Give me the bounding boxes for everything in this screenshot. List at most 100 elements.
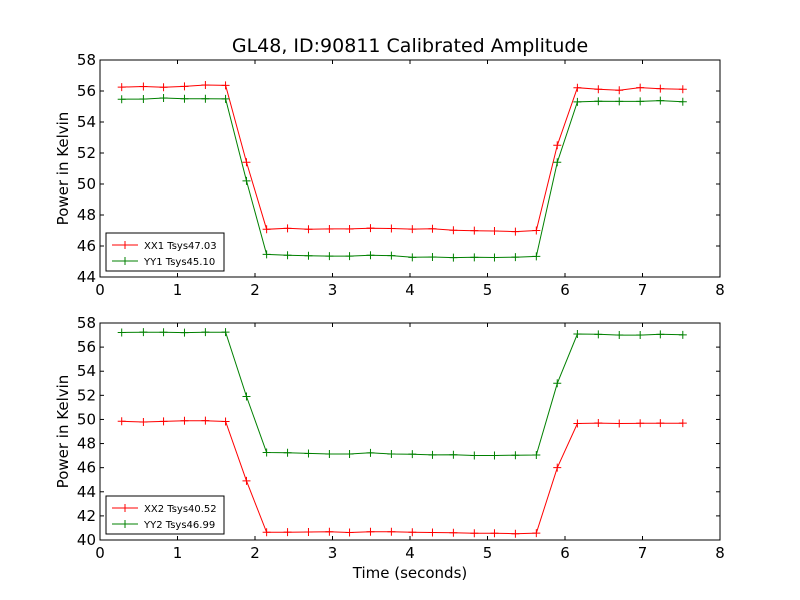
data-point — [553, 158, 562, 167]
data-point — [428, 253, 437, 262]
x-tick-label: 6 — [560, 281, 570, 299]
series-line — [121, 420, 683, 535]
data-point — [678, 419, 687, 428]
data-point — [490, 451, 499, 460]
data-point — [656, 96, 665, 105]
y-tick-label: 48 — [77, 206, 96, 224]
data-point — [553, 141, 562, 150]
data-point — [221, 328, 230, 337]
data-point — [325, 527, 334, 536]
data-point — [283, 251, 292, 260]
data-point — [387, 224, 396, 233]
x-tick-label: 7 — [638, 281, 648, 299]
x-tick-label: 1 — [173, 544, 183, 562]
data-point — [678, 330, 687, 339]
data-point — [221, 81, 230, 90]
data-point — [180, 416, 189, 425]
data-point — [532, 226, 541, 235]
y-tick-label: 54 — [77, 113, 96, 131]
data-point — [139, 82, 148, 91]
data-point — [449, 226, 458, 235]
data-point — [490, 529, 499, 538]
data-point — [387, 527, 396, 536]
data-point — [180, 328, 189, 337]
data-point — [532, 252, 541, 261]
legend-marker — [121, 241, 129, 249]
data-point — [449, 253, 458, 262]
data-point — [180, 94, 189, 103]
data-point — [262, 448, 271, 457]
data-point — [242, 392, 251, 401]
data-point — [636, 331, 645, 340]
data-point — [345, 528, 354, 537]
x-tick-label: 0 — [95, 281, 105, 299]
data-point — [656, 330, 665, 339]
y-tick-label: 52 — [77, 144, 96, 162]
y-tick-label: 50 — [77, 410, 96, 428]
data-point — [201, 80, 210, 89]
y-tick-label: 48 — [77, 435, 96, 453]
data-point — [678, 85, 687, 94]
legend-label: XX1 Tsys47.03 — [144, 241, 217, 252]
series-line — [121, 97, 683, 259]
x-tick-label: 2 — [250, 281, 260, 299]
legend-box — [105, 495, 225, 535]
y-tick-label: 44 — [77, 268, 96, 286]
x-tick-label: 1 — [173, 281, 183, 299]
data-point — [636, 83, 645, 92]
legend-label: YY2 Tsys46.99 — [143, 520, 215, 531]
data-point — [656, 84, 665, 93]
data-point — [262, 225, 271, 234]
data-point — [449, 450, 458, 459]
series-line — [121, 84, 683, 233]
x-tick-label: 4 — [405, 544, 415, 562]
data-point — [553, 463, 562, 472]
data-point — [304, 225, 313, 234]
data-point — [553, 379, 562, 388]
legend-marker — [121, 504, 129, 512]
data-point — [615, 331, 624, 340]
x-tick-label: 3 — [328, 281, 338, 299]
y-tick-label: 40 — [77, 531, 96, 549]
y-tick-label: 58 — [77, 314, 96, 332]
data-point — [159, 93, 168, 102]
series-line — [121, 331, 683, 456]
data-point — [283, 528, 292, 537]
data-point — [573, 329, 582, 338]
data-point — [262, 250, 271, 259]
data-point — [242, 158, 251, 167]
data-point — [428, 528, 437, 537]
data-point — [470, 529, 479, 538]
data-point — [615, 419, 624, 428]
data-point — [408, 528, 417, 537]
data-point — [366, 251, 375, 260]
data-point — [408, 450, 417, 459]
legend: XX2 Tsys40.52 YY2 Tsys46.99 — [105, 495, 225, 535]
data-point — [242, 476, 251, 485]
data-point — [387, 251, 396, 260]
data-point — [573, 419, 582, 428]
data-point — [159, 328, 168, 337]
data-point — [387, 450, 396, 459]
data-point — [262, 528, 271, 537]
data-point — [283, 224, 292, 233]
data-point — [283, 448, 292, 457]
data-point — [449, 528, 458, 537]
x-tick-label: 6 — [560, 544, 570, 562]
data-point — [304, 449, 313, 458]
data-point — [636, 97, 645, 106]
data-point — [408, 253, 417, 262]
data-point — [511, 529, 520, 538]
data-point — [201, 416, 210, 425]
legend-marker — [121, 520, 129, 528]
data-point — [532, 529, 541, 538]
data-point — [594, 330, 603, 339]
y-tick-label: 52 — [77, 386, 96, 404]
y-tick-label: 56 — [77, 82, 96, 100]
data-point — [511, 227, 520, 236]
data-point — [345, 252, 354, 261]
data-point — [117, 83, 126, 92]
